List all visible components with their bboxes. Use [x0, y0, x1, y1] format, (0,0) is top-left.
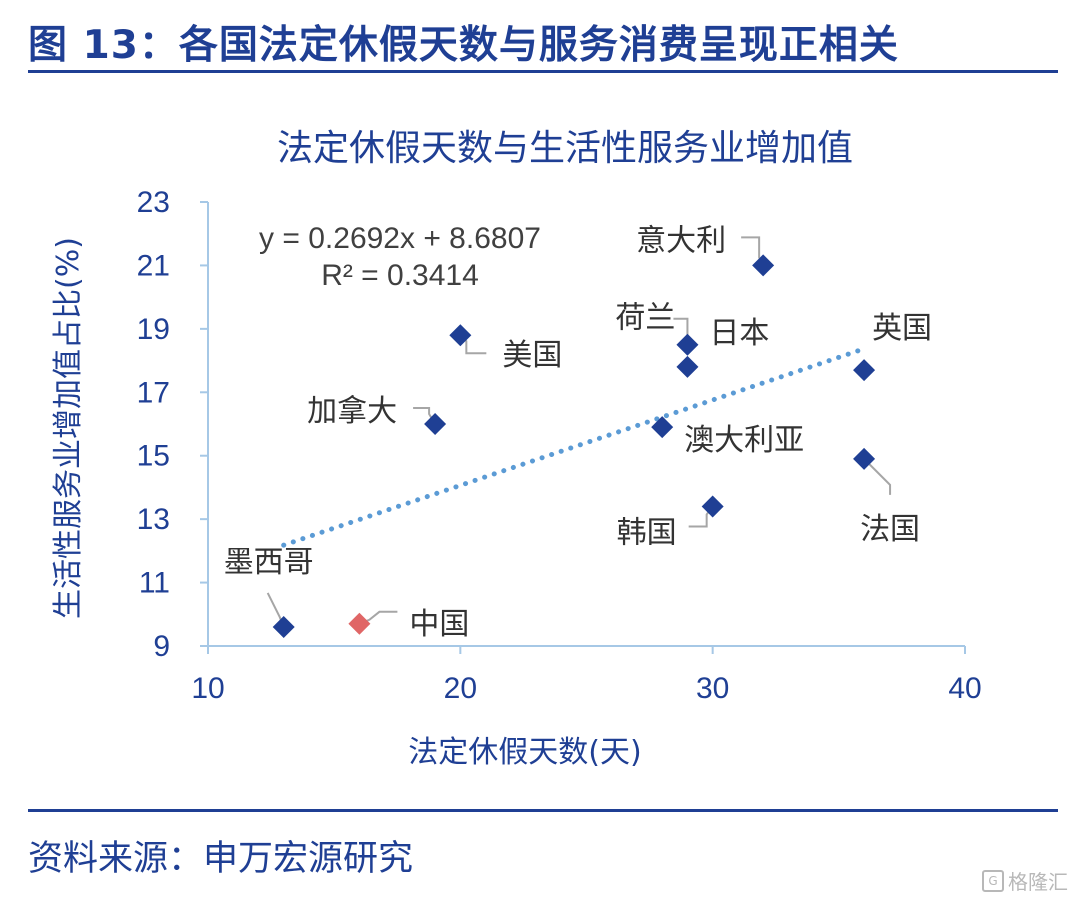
point-marker — [424, 413, 447, 435]
point-label: 韩国 — [617, 515, 677, 550]
watermark-text: 格隆汇 — [1008, 870, 1068, 894]
footer-rule — [28, 809, 1058, 812]
chart-title: 法定休假天数与生活性服务业增加值 — [277, 128, 853, 169]
title-underline — [28, 70, 1058, 73]
highlight-point-marker — [348, 612, 371, 635]
y-tick-label: 9 — [153, 630, 170, 663]
y-tick-label: 23 — [137, 186, 170, 219]
point-label: 美国 — [502, 338, 562, 373]
point-label: 日本 — [709, 316, 769, 351]
point-label: 中国 — [409, 607, 469, 642]
axis-ticks: 9 11 13 15 17 19 21 23 10 20 30 40 — [137, 186, 982, 705]
point-marker — [651, 416, 674, 439]
chart-axes — [207, 202, 965, 647]
y-tick-label: 17 — [137, 376, 170, 409]
watermark-logo-icon: G — [982, 869, 1004, 892]
point-label: 澳大利亚 — [684, 423, 804, 458]
x-tick-label: 10 — [191, 672, 224, 705]
data-points — [272, 254, 876, 638]
point-marker — [853, 447, 876, 470]
y-tick-label: 19 — [137, 313, 170, 346]
x-tick-label: 20 — [444, 672, 477, 705]
x-axis-label: 法定休假天数(天) — [408, 735, 641, 770]
point-marker — [676, 355, 699, 378]
point-label: 法国 — [860, 512, 920, 547]
point-marker — [449, 324, 472, 347]
y-tick-label: 13 — [137, 503, 170, 536]
y-axis-label: 生活性服务业增加值占比(%) — [51, 237, 86, 619]
point-label: 意大利 — [636, 223, 726, 258]
trendline-r-squared: R² = 0.3414 — [321, 259, 479, 292]
trendline-equation: y = 0.2692x + 8.6807 — [259, 222, 541, 255]
x-tick-label: 30 — [696, 672, 729, 705]
point-marker — [272, 615, 295, 638]
point-label: 英国 — [872, 311, 932, 346]
point-label: 墨西哥 — [224, 545, 314, 580]
point-marker — [752, 254, 775, 277]
point-label: 加拿大 — [307, 394, 397, 429]
point-marker — [853, 359, 876, 382]
y-tick-label: 15 — [137, 440, 170, 473]
watermark: G 格隆汇 — [982, 866, 1068, 895]
y-tick-label: 11 — [139, 567, 170, 600]
trendline — [281, 346, 867, 548]
point-marker — [701, 495, 724, 518]
point-marker — [676, 333, 699, 356]
trendline-group — [281, 346, 867, 548]
y-tick-label: 21 — [137, 249, 170, 282]
point-label: 荷兰 — [615, 301, 675, 336]
source-note: 资料来源：申万宏源研究 — [28, 839, 414, 879]
x-tick-label: 40 — [948, 672, 981, 705]
figure-title: 图 13：各国法定休假天数与服务消费呈现正相关 — [28, 23, 899, 68]
